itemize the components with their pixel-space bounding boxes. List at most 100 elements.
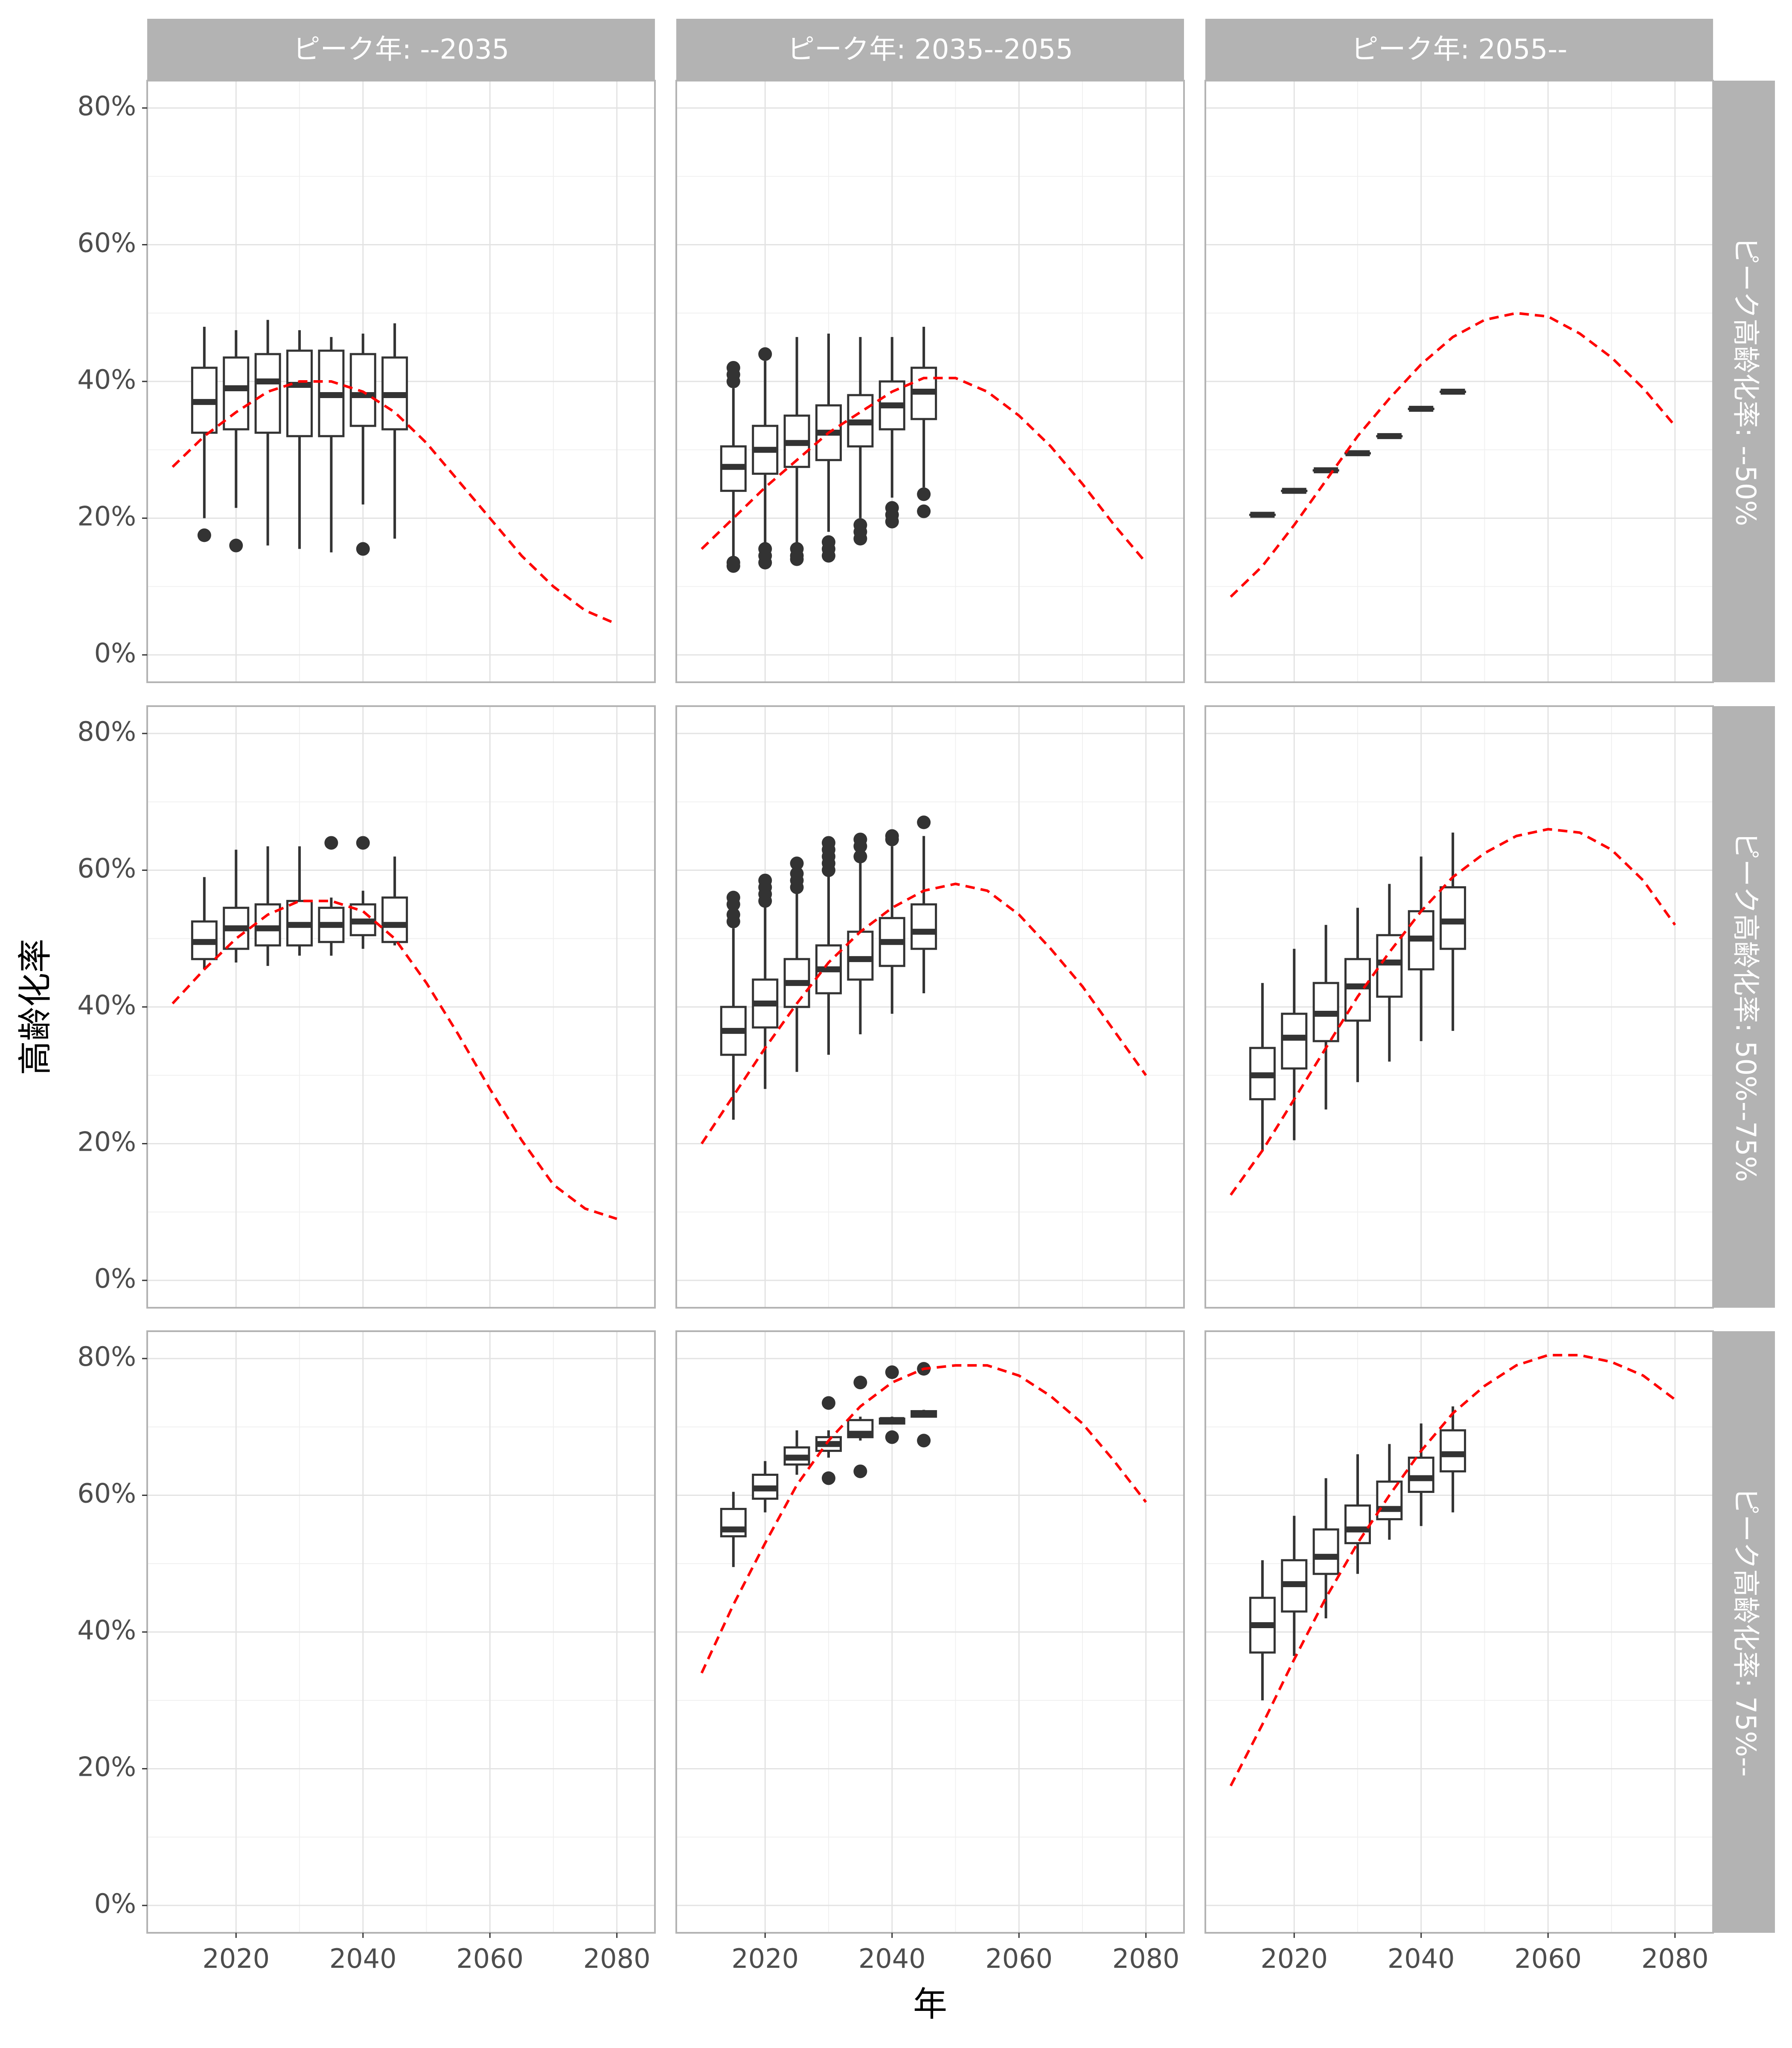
box-outlier-point [822, 535, 835, 549]
box-outlier-point [324, 836, 338, 850]
box-outlier-point [197, 528, 211, 542]
trend-line [172, 899, 617, 1220]
x-tick-label: 2020 [1260, 1943, 1328, 1974]
box-outlier-point [726, 890, 740, 905]
box-plot [911, 815, 937, 993]
x-tick-label: 2040 [329, 1943, 397, 1974]
box-plot [720, 890, 747, 1120]
box-plot [191, 877, 218, 969]
box-outlier-point [885, 1365, 899, 1379]
box-outlier-point [790, 542, 804, 556]
trend-line [1229, 1354, 1676, 1786]
box-plot [879, 829, 905, 1014]
box-plot [879, 1365, 905, 1444]
box-plot [381, 856, 408, 945]
y-tick-label: 80% [77, 1341, 136, 1372]
x-tick-label: 2040 [858, 1943, 926, 1974]
facet-panel [146, 705, 656, 1309]
x-tick-label: 2020 [202, 1943, 270, 1974]
panel-border [675, 705, 1185, 1309]
box-outlier-point [822, 1396, 835, 1410]
box-plot [783, 1430, 810, 1475]
y-axis-title: 高齢化率 [15, 939, 55, 1075]
x-tick-label: 2060 [985, 1943, 1053, 1974]
box-outlier-point [758, 542, 772, 556]
box-body [911, 903, 937, 950]
box-plot [847, 337, 874, 546]
y-tick-label: 80% [77, 716, 136, 747]
box-outlier-point [726, 908, 740, 922]
row-strip-bg [1713, 1331, 1775, 1933]
box-outlier-point [917, 815, 931, 829]
box-plot [815, 836, 842, 1055]
box-plot [1312, 925, 1339, 1110]
box-plot [1440, 1406, 1466, 1513]
box-plot [254, 320, 281, 546]
box-plot [720, 361, 747, 573]
y-tick-label: 0% [94, 1263, 136, 1294]
box-plot [1281, 948, 1308, 1140]
box-plot [752, 873, 779, 1089]
box-body [223, 356, 250, 431]
y-tick-label: 60% [77, 1478, 136, 1509]
box-body [1376, 1481, 1403, 1521]
box-plot [286, 846, 313, 956]
column-strip-bg [147, 19, 655, 81]
row-strip-label: ピーク高齢化率: 75%-- [1729, 1487, 1761, 1777]
y-tick-label: 20% [77, 1126, 136, 1158]
box-outlier-point [758, 347, 772, 361]
box-plot [1312, 1478, 1339, 1618]
box-outlier-point [853, 518, 867, 532]
box-outlier-point [726, 556, 740, 570]
box-plot [720, 1492, 747, 1567]
box-outlier-point [917, 504, 931, 518]
facet-panel [675, 705, 1185, 1309]
box-plot [1440, 832, 1466, 1031]
box-plot [815, 333, 842, 563]
column-strip-label: ピーク年: --2035 [293, 34, 509, 66]
box-outlier-point [853, 849, 867, 864]
box-plot [911, 326, 937, 518]
box-body [349, 353, 376, 427]
trend-line [701, 377, 1147, 564]
box-outlier-point [790, 856, 804, 870]
box-plot [1376, 884, 1403, 1062]
x-tick-label: 2060 [1514, 1943, 1582, 1974]
box-outlier-point [885, 1430, 899, 1444]
box-plot [318, 836, 345, 956]
box-plot [223, 330, 250, 553]
facet-panel [1204, 80, 1714, 683]
facet-panel [675, 80, 1185, 683]
box-outlier-point [917, 1434, 931, 1448]
box-plot [223, 849, 250, 963]
y-tick-label: 60% [77, 853, 136, 884]
x-tick-label: 2020 [731, 1943, 799, 1974]
box-plot [286, 330, 313, 549]
trend-line [700, 882, 1147, 1145]
box-body [1376, 934, 1403, 998]
box-plot [847, 832, 874, 1035]
column-strip-label: ピーク年: 2035--2055 [787, 34, 1073, 66]
box-plot [1344, 1454, 1371, 1574]
axis-tick-labels: 0% 20% 40% 60% 80% 0% 20% 40% 60% 80% 0% 20% 40% 60% 8… [77, 90, 1708, 1974]
x-tick-label: 2040 [1388, 1943, 1455, 1974]
y-tick-label: 40% [77, 989, 136, 1021]
box-outlier-point [822, 1471, 835, 1485]
row-strip-label: ピーク高齢化率: --50% [1729, 237, 1761, 526]
box-body [286, 349, 313, 437]
column-strip-bg [676, 19, 1184, 81]
trend-line [1230, 311, 1676, 598]
box-body [1440, 886, 1466, 950]
x-tick-label: 2060 [456, 1943, 524, 1974]
box-plot [191, 326, 218, 542]
box-plot [1249, 1560, 1276, 1701]
row-strip-label: ピーク高齢化率: 50%--75% [1729, 832, 1761, 1182]
y-tick-label: 60% [77, 227, 136, 259]
facet-row-strips: ピーク高齢化率: --50% ピーク高齢化率: 50%--75% ピーク高齢化率… [1713, 81, 1775, 1933]
box-body [381, 896, 408, 943]
box-plot [1249, 983, 1276, 1151]
y-tick-label: 40% [77, 364, 136, 395]
box-plot [879, 337, 905, 529]
box-outlier-point [790, 867, 804, 881]
